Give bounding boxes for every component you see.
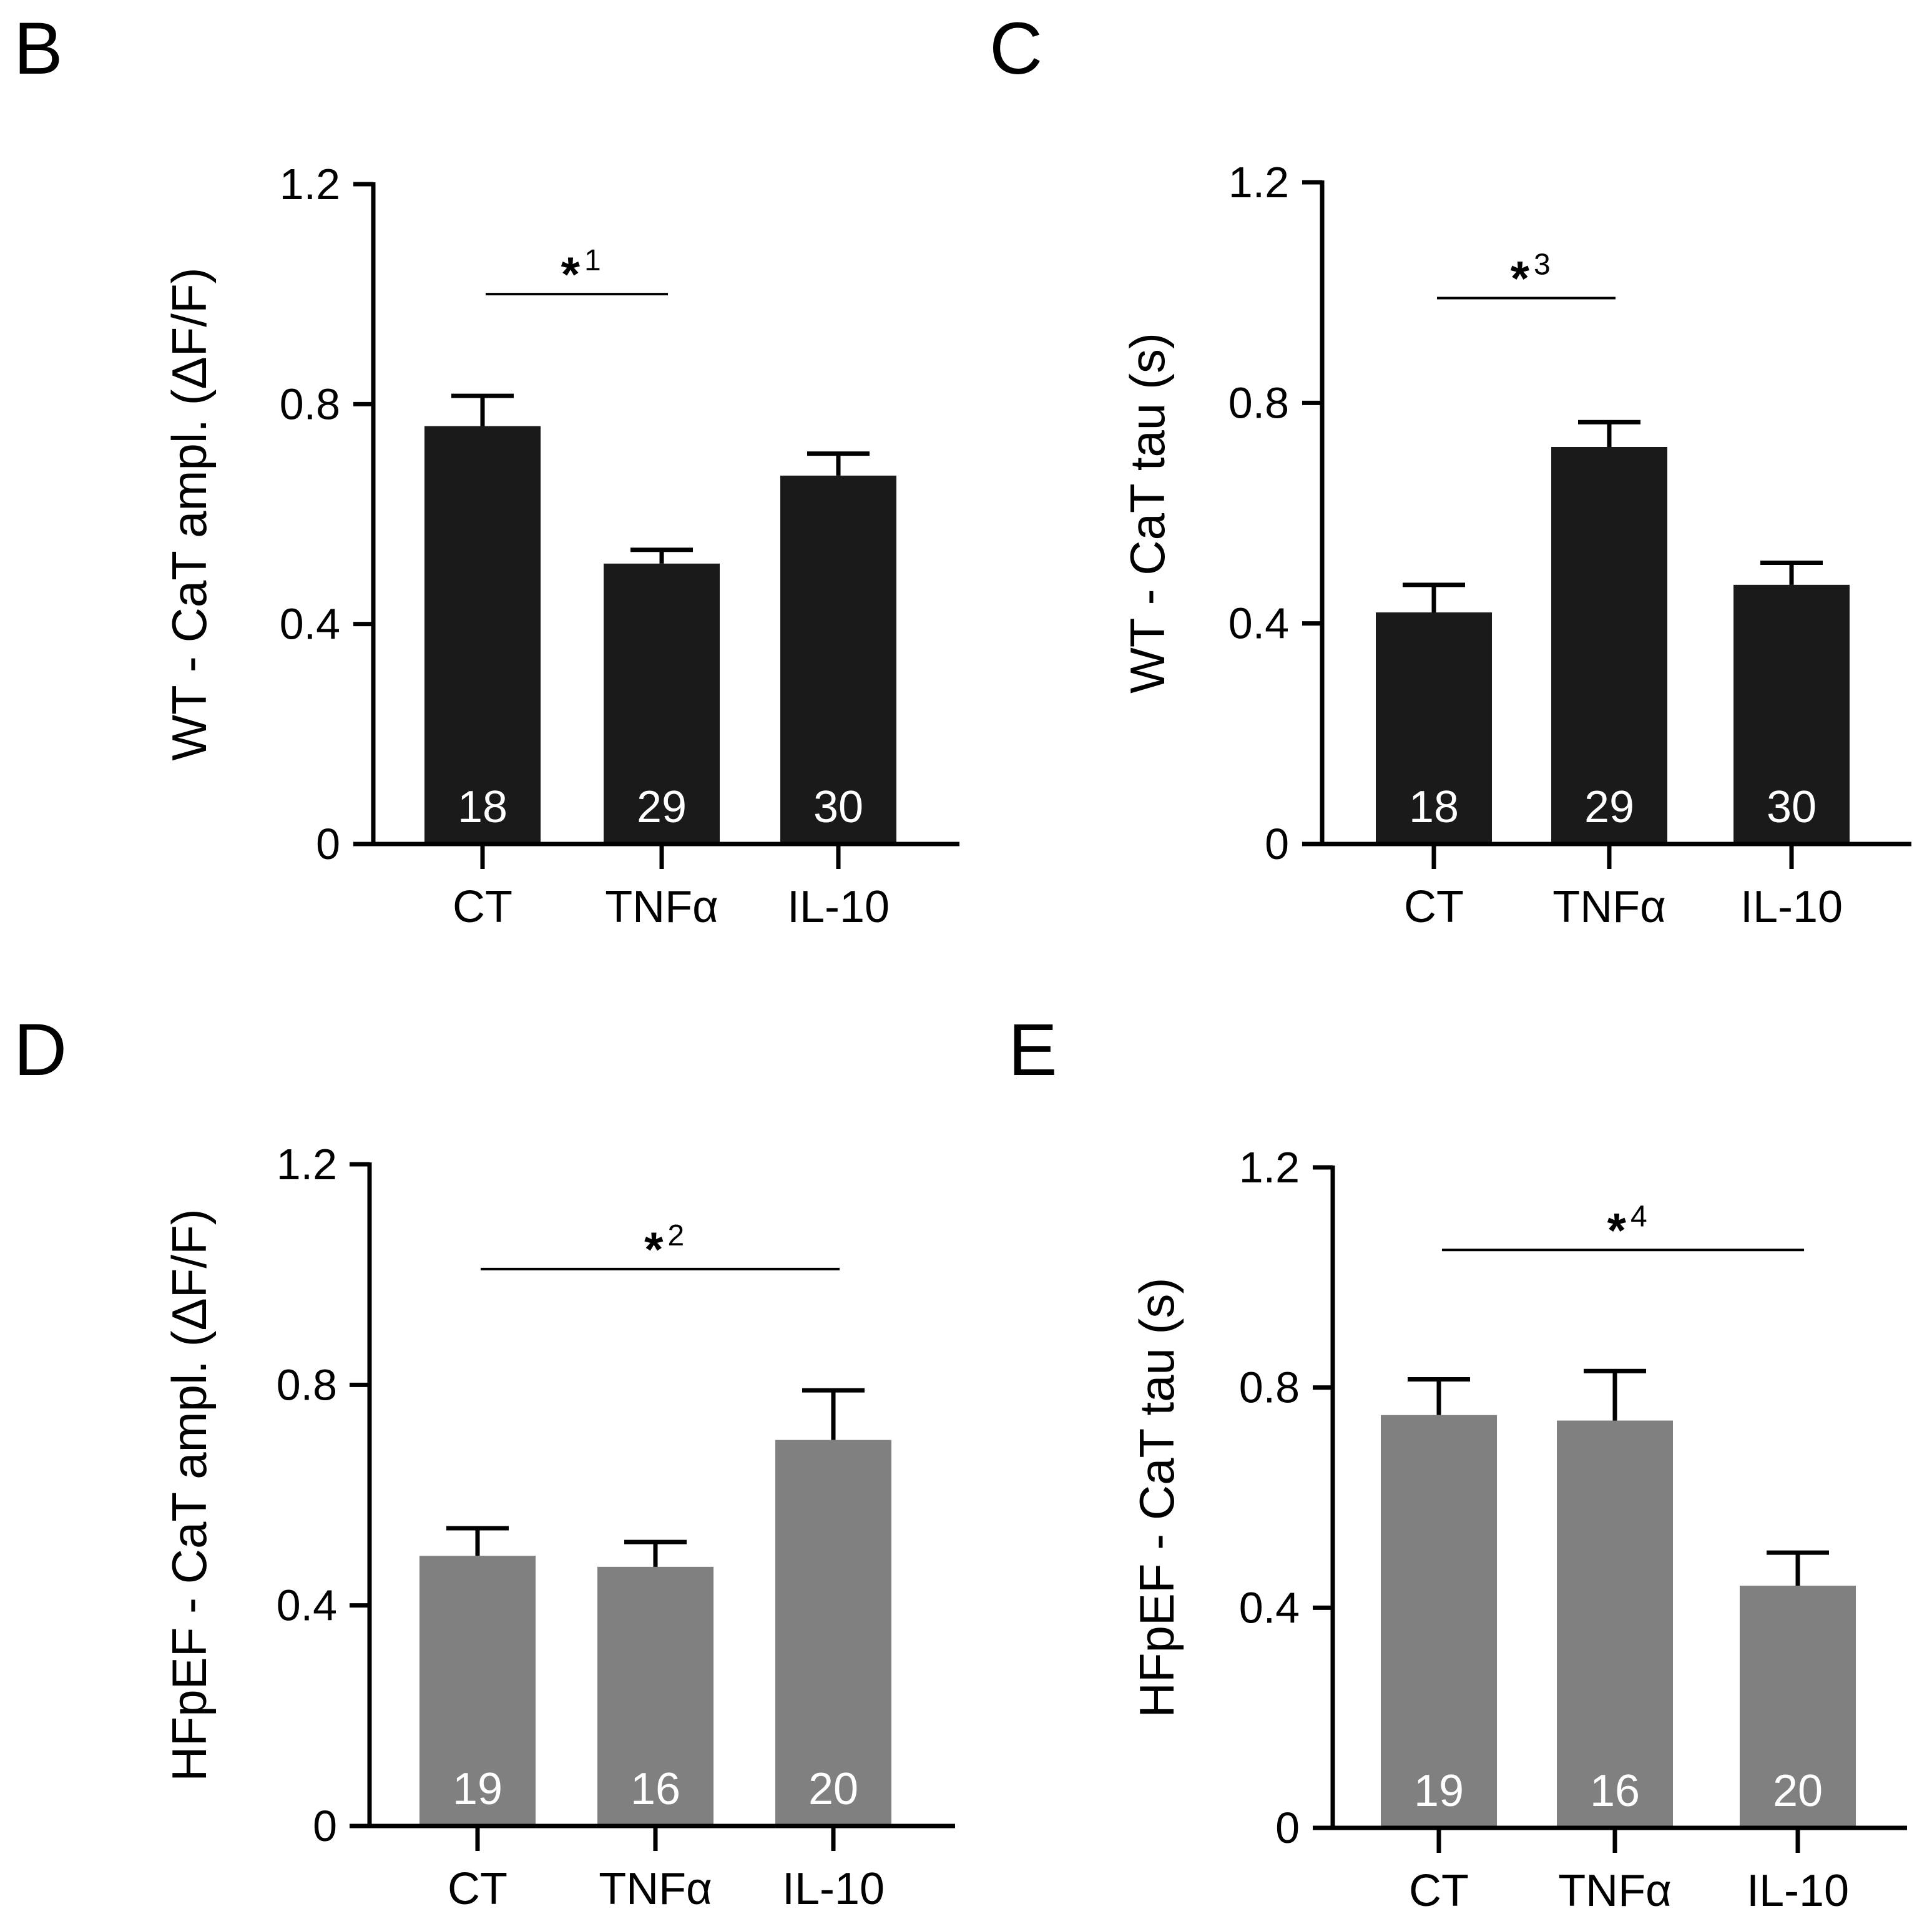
y-axis-title: HFpEF - CaT ampl. (ΔF/F) (162, 1209, 217, 1781)
significance-star: * (1511, 251, 1530, 306)
chart-panel-e: 19 16 20 0 0.4 0.8 1.2 CT TNFα IL-10 HFpEF - CaT t… (1129, 1143, 1907, 1916)
y-tick-label: 0.8 (1239, 1363, 1300, 1412)
bar-n-label: 19 (453, 1764, 503, 1814)
significance-star: * (1607, 1202, 1627, 1257)
x-tick-label: TNFα (599, 1864, 712, 1914)
y-tick-label: 1.2 (1239, 1143, 1300, 1192)
x-tick-label: IL-10 (1747, 1866, 1849, 1916)
bar-tnfa (604, 563, 720, 844)
x-tick-label: CT (448, 1864, 508, 1914)
significance-superscript: 4 (1630, 1200, 1647, 1233)
bar-n-label: 18 (458, 782, 508, 832)
x-tick-label: TNFα (1552, 882, 1666, 932)
x-tick-label: CT (453, 882, 512, 932)
chart-panel-d: 19 16 20 0 0.4 0.8 1.2 CT TNFα IL-10 HFpEF - CaT a… (162, 1140, 955, 1914)
panel-label-c: C (989, 7, 1042, 90)
bar-n-label: 29 (637, 782, 687, 832)
y-tick-label: 1.2 (277, 1140, 337, 1189)
bar-tnfa (1557, 1420, 1673, 1828)
x-tick-label: CT (1404, 882, 1464, 932)
panel-label-b: B (14, 7, 63, 90)
chart-panel-b: 18 29 30 0 0.4 0.8 1.2 CT TNFα IL-10 WT - CaT ampl… (162, 160, 959, 932)
bar-il-10 (780, 475, 896, 844)
x-tick-label: TNFα (1558, 1866, 1672, 1916)
y-tick-label: 0.8 (1228, 378, 1289, 427)
bar-n-label: 30 (813, 782, 863, 832)
bar-n-label: 30 (1767, 782, 1817, 832)
bar-tnfa (1551, 447, 1667, 844)
panel-label-d: D (14, 1009, 67, 1091)
x-tick-label: IL-10 (782, 1864, 885, 1914)
bar-il-10 (775, 1440, 891, 1826)
x-tick-label: CT (1409, 1866, 1469, 1916)
y-tick-label: 0.4 (280, 600, 340, 649)
bar-n-label: 19 (1414, 1766, 1464, 1816)
bar-ct (424, 426, 541, 844)
bar-ct (419, 1556, 536, 1826)
significance-superscript: 2 (668, 1219, 685, 1252)
y-tick-label: 0.4 (277, 1581, 337, 1630)
y-tick-label: 1.2 (1228, 158, 1289, 207)
bar-n-label: 29 (1584, 782, 1634, 832)
panel-label-e: E (1008, 1009, 1057, 1091)
x-tick-label: IL-10 (1740, 882, 1843, 932)
bar-n-label: 20 (1773, 1766, 1823, 1816)
x-tick-label: IL-10 (787, 882, 890, 932)
x-tick-label: TNFα (605, 882, 718, 932)
y-tick-label: 0 (316, 820, 340, 868)
bar-n-label: 18 (1409, 782, 1459, 832)
significance-star: * (644, 1222, 664, 1277)
y-tick-label: 0.8 (280, 380, 340, 428)
bar-n-label: 16 (1590, 1766, 1640, 1816)
significance-superscript: 1 (584, 244, 601, 277)
significance-star: * (561, 247, 581, 302)
bar-il-10 (1740, 1586, 1856, 1828)
bar-n-label: 20 (808, 1764, 858, 1814)
y-axis-title: WT - CaT ampl. (ΔF/F) (162, 267, 217, 760)
bar-ct (1381, 1415, 1497, 1828)
y-tick-label: 0.4 (1228, 599, 1289, 648)
chart-panel-c: 18 29 30 0 0.4 0.8 1.2 CT TNFα IL-10 WT - CaT tau … (1120, 158, 1911, 932)
y-tick-label: 0 (1275, 1804, 1300, 1852)
y-axis-title: WT - CaT tau (s) (1120, 333, 1175, 694)
bar-ct (1376, 612, 1492, 844)
y-tick-label: 0 (313, 1802, 337, 1850)
y-tick-label: 0 (1265, 820, 1289, 868)
bar-tnfa (597, 1566, 713, 1826)
bar-n-label: 16 (630, 1764, 680, 1814)
y-tick-label: 0.8 (277, 1360, 337, 1409)
y-axis-title: HFpEF - CaT tau (s) (1129, 1277, 1184, 1717)
bar-il-10 (1733, 584, 1850, 844)
y-tick-label: 1.2 (280, 160, 340, 209)
y-tick-label: 0.4 (1239, 1583, 1300, 1632)
significance-superscript: 3 (1534, 248, 1551, 282)
